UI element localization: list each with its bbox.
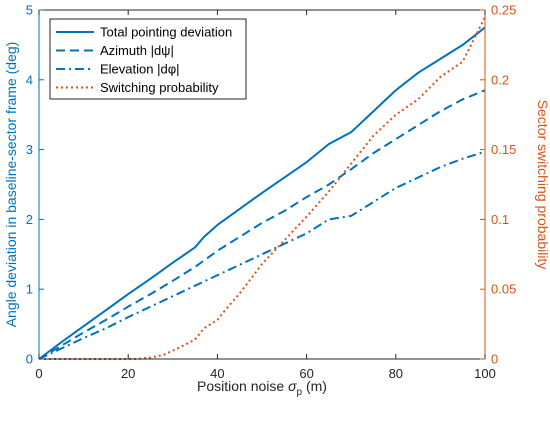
legend-label-1: Total pointing deviation [100, 25, 232, 40]
x-tick-label: 0 [35, 366, 42, 381]
legend-label-3: Elevation |dφ| [100, 62, 180, 77]
x-tick-label: 60 [299, 366, 313, 381]
y-tick-label-right: 0.25 [491, 3, 516, 18]
x-label-prefix: Position noise [197, 378, 288, 394]
x-label-suffix: (m) [302, 378, 327, 394]
y-tick-label-right: 0.1 [491, 212, 509, 227]
x-tick-label: 100 [474, 366, 496, 381]
y-tick-label-left: 0 [26, 352, 33, 367]
y-tick-label-left: 3 [26, 142, 33, 157]
x-tick-label: 20 [121, 366, 135, 381]
y-axis-label-right: Sector switching probability [535, 100, 550, 270]
x-tick-label: 40 [210, 366, 224, 381]
legend-label-4: Switching probability [100, 80, 219, 95]
x-axis-label: Position noise σp (m) [197, 378, 327, 398]
series-line-3 [38, 150, 486, 360]
y-tick-label-left: 2 [26, 212, 33, 227]
y-tick-label-right: 0 [491, 352, 498, 367]
y-tick-label-right: 0.15 [491, 142, 516, 157]
x-tick-label: 80 [389, 366, 403, 381]
y-tick-label-right: 0.2 [491, 72, 509, 87]
y-axis-label-left: Angle deviation in baseline-sector frame… [3, 42, 19, 328]
x-label-symbol: σ [288, 378, 297, 394]
y-tick-label-left: 5 [26, 3, 33, 18]
legend: Total pointing deviation Azimuth |dψ| Elev… [49, 18, 247, 100]
y-tick-label-right: 0.05 [491, 282, 516, 297]
legend-label-2: Azimuth |dψ| [100, 43, 174, 58]
series-line-2 [38, 89, 486, 360]
y-tick-label-left: 4 [26, 72, 33, 87]
x-label-subscript: p [297, 387, 303, 398]
series-line-1 [38, 26, 486, 360]
y-tick-label-left: 1 [26, 282, 33, 297]
